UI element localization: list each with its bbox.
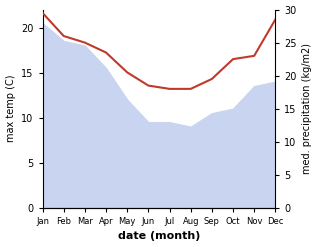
Y-axis label: med. precipitation (kg/m2): med. precipitation (kg/m2) (302, 43, 313, 174)
X-axis label: date (month): date (month) (118, 231, 200, 242)
Y-axis label: max temp (C): max temp (C) (5, 75, 16, 143)
